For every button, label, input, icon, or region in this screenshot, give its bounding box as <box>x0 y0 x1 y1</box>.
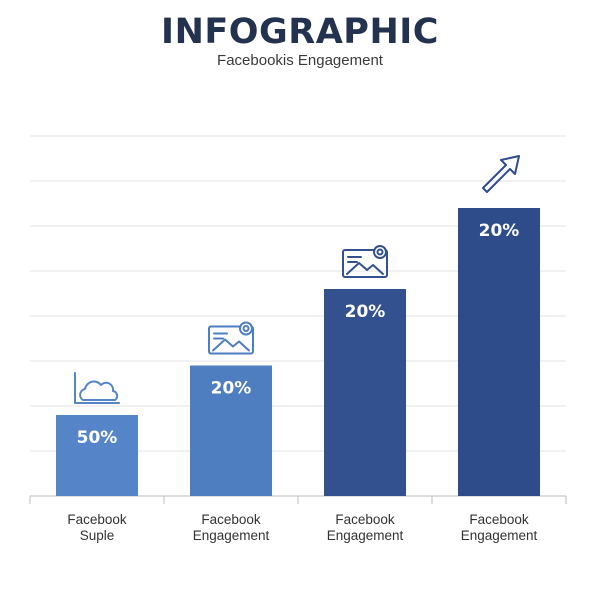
chart-title: INFOGRAPHIC <box>161 12 439 52</box>
image-card-icon <box>342 245 388 278</box>
bar-value-label: 20% <box>211 379 252 399</box>
bar <box>56 415 138 496</box>
x-tick-label: Facebook Engagement <box>193 512 270 543</box>
cloud-chart-icon <box>74 372 120 404</box>
image-card-icon <box>208 321 254 355</box>
bar-value-label: 20% <box>479 221 520 241</box>
x-tick-label: Facebook Engagement <box>327 512 404 543</box>
bar <box>458 208 540 496</box>
x-tick-label: Facebook Suple <box>67 512 127 543</box>
x-tick-label: Facebook Engagement <box>461 512 538 543</box>
bar <box>190 365 272 496</box>
bar <box>324 289 406 496</box>
chart-subtitle: Facebookis Engagement <box>217 52 383 69</box>
bar-value-label: 20% <box>345 302 386 322</box>
arrow-up-right-icon <box>482 155 520 193</box>
bar-value-label: 50% <box>77 428 118 448</box>
